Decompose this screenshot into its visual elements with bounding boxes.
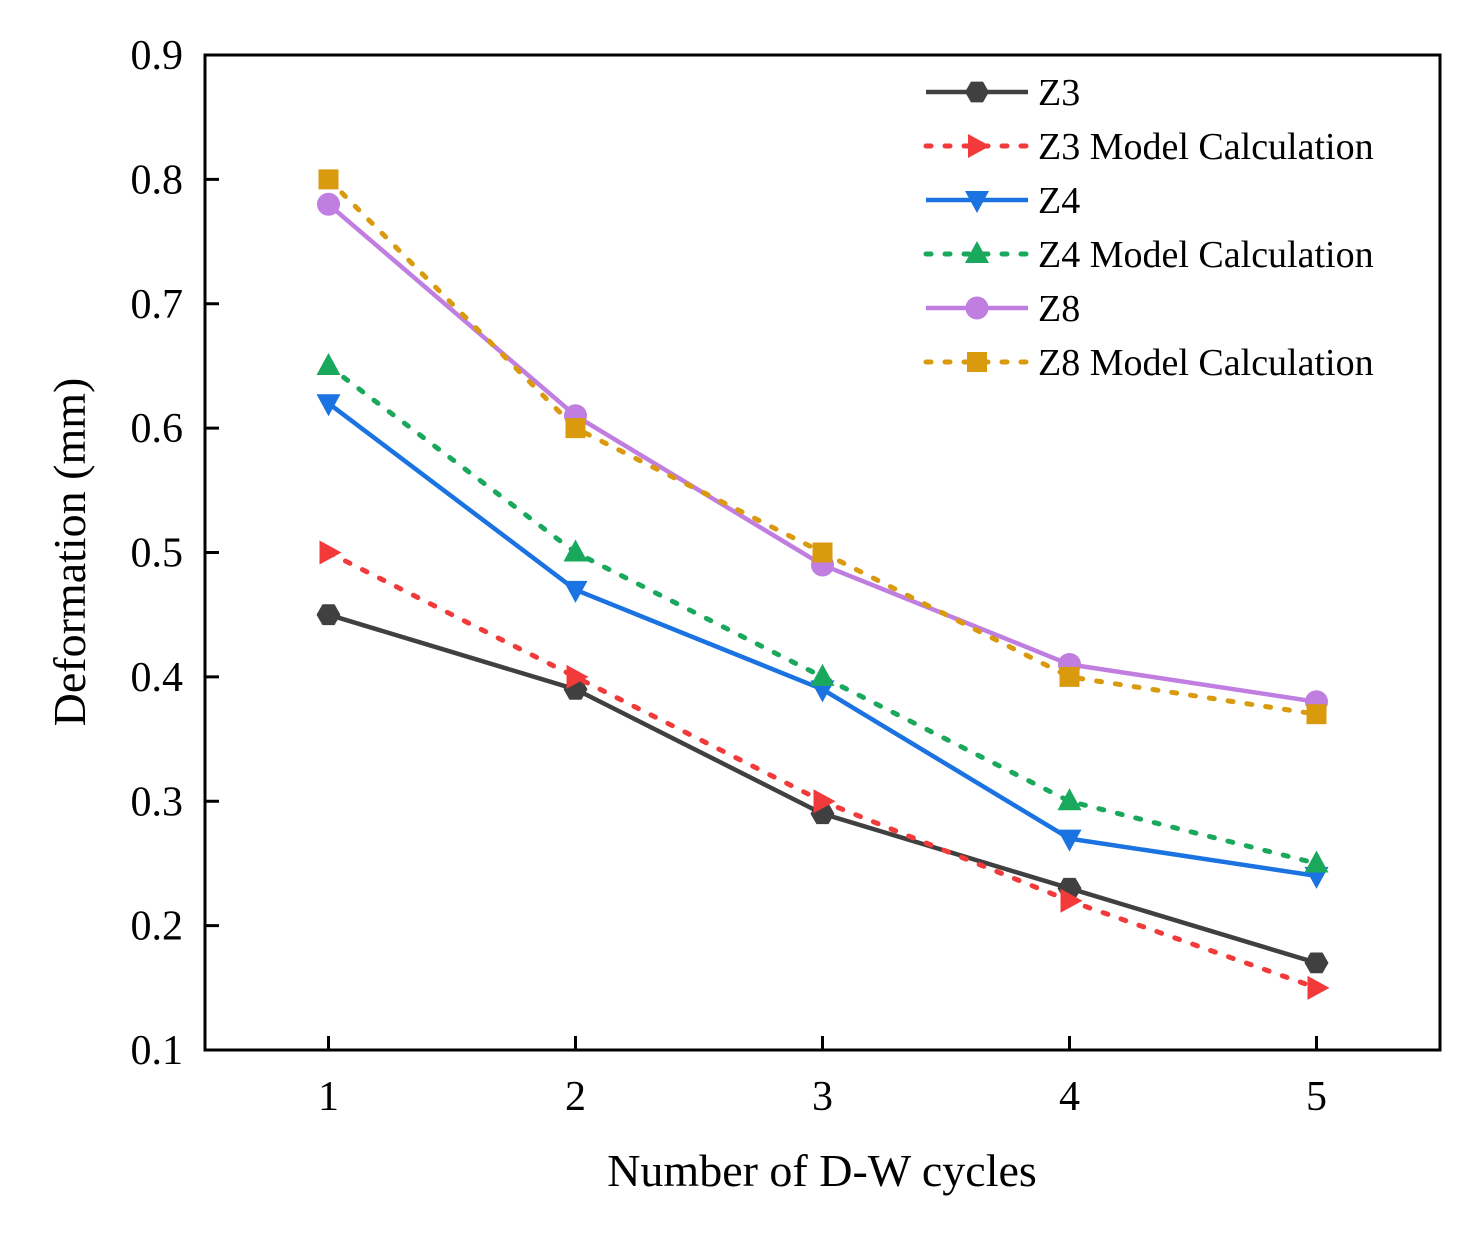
legend: Z3 Z3 Model Calculation Z4 Z4 Model Calcula… <box>923 72 1374 384</box>
series-line <box>327 202 1317 705</box>
legend-item: Z4 Model Calculation <box>923 234 1374 276</box>
y-tick-label: 0.6 <box>131 406 184 452</box>
x-tick-label: 4 <box>1059 1074 1080 1120</box>
data-point <box>319 540 342 565</box>
data-point <box>1057 829 1082 852</box>
data-point <box>1060 888 1083 913</box>
x-tick-label: 3 <box>812 1074 833 1120</box>
data-point <box>1304 952 1329 974</box>
legend-label: Z8 Model Calculation <box>1038 342 1374 384</box>
legend-label: Z8 <box>1038 288 1080 330</box>
data-point <box>566 664 589 689</box>
series-line <box>326 550 1319 991</box>
data-point <box>316 604 341 626</box>
y-tick-label: 0.3 <box>131 779 184 825</box>
data-point <box>1304 850 1329 873</box>
y-tick-label: 0.9 <box>131 33 184 79</box>
legend-item: Z3 <box>926 72 1080 114</box>
data-point <box>1306 704 1327 725</box>
x-axis: 1 2 3 4 5 <box>318 1036 1327 1120</box>
y-tick-label: 0.1 <box>131 1028 184 1074</box>
data-point <box>1059 666 1080 687</box>
data-point <box>1057 788 1082 811</box>
series-z4-model-calculation <box>316 352 1329 873</box>
legend-label: Z3 Model Calculation <box>1038 126 1374 168</box>
data-point <box>1307 975 1330 1000</box>
data-point <box>317 192 340 216</box>
series-layer <box>316 169 1330 1000</box>
legend-label: Z3 <box>1038 72 1080 114</box>
data-point <box>810 663 835 686</box>
legend-item: Z8 Model Calculation <box>923 342 1374 384</box>
legend-marker <box>967 352 987 372</box>
y-axis-title: Deformation (mm) <box>44 378 95 727</box>
data-point <box>563 580 588 603</box>
series-z3-model-calculation <box>319 540 1330 1000</box>
data-point <box>318 169 339 190</box>
x-axis-title: Number of D-W cycles <box>607 1145 1037 1196</box>
data-point <box>812 542 833 563</box>
legend-marker <box>965 296 989 320</box>
legend-item: Z8 <box>926 288 1080 330</box>
legend-item: Z3 Model Calculation <box>923 126 1374 168</box>
series-line <box>326 363 1319 866</box>
legend-label: Z4 Model Calculation <box>1038 234 1374 276</box>
data-point <box>316 394 341 417</box>
legend-label: Z4 <box>1038 180 1080 222</box>
x-tick-label: 1 <box>318 1074 339 1120</box>
y-tick-label: 0.8 <box>131 157 184 203</box>
legend-item: Z4 <box>926 180 1080 222</box>
y-tick-label: 0.4 <box>131 655 184 701</box>
y-axis: 0.1 0.2 0.3 0.4 0.5 0.6 0.7 0.8 0.9 <box>131 33 219 1074</box>
series-z3 <box>316 604 1329 974</box>
x-tick-label: 2 <box>565 1074 586 1120</box>
series-z8-model-calculation <box>318 169 1327 725</box>
data-point <box>813 789 836 814</box>
y-tick-label: 0.7 <box>131 282 184 328</box>
y-tick-label: 0.2 <box>131 904 184 950</box>
data-point <box>316 352 341 375</box>
data-point <box>565 418 586 439</box>
legend-marker <box>965 81 989 103</box>
legend-marker <box>968 134 990 158</box>
y-tick-label: 0.5 <box>131 531 184 577</box>
legend-marker <box>965 191 989 213</box>
legend-marker <box>965 241 989 263</box>
x-tick-label: 5 <box>1306 1074 1327 1120</box>
data-point <box>563 539 588 562</box>
